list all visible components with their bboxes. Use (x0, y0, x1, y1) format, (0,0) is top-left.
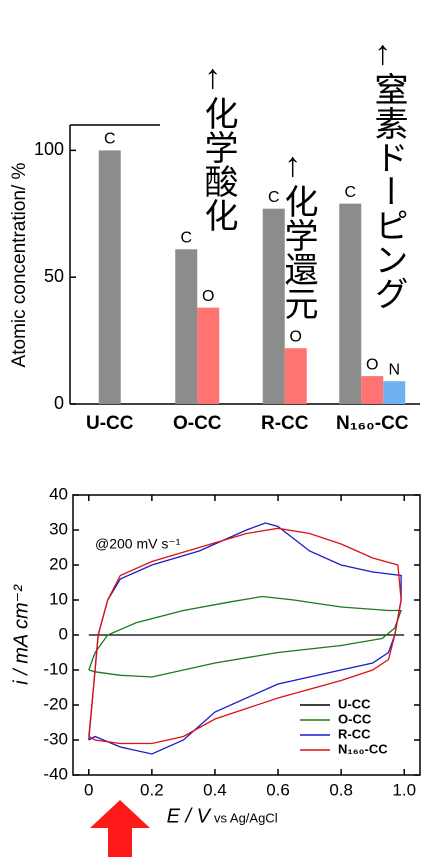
bar-label: C (180, 230, 192, 247)
annotation: @200 mV s⁻¹ (95, 536, 181, 552)
y-tick-label: 40 (49, 484, 68, 503)
bar-label: O (290, 328, 302, 345)
y-tick-label: -40 (43, 764, 68, 783)
legend-label: O-CC (338, 711, 372, 726)
bar (98, 150, 121, 404)
legend-label: U-CC (338, 696, 371, 711)
bar (284, 348, 307, 404)
y-axis-label: i / mA cm⁻² (10, 584, 32, 685)
legend-label: N₁₆₀-CC (338, 741, 388, 756)
bar-label: C (268, 189, 280, 206)
series-line (88, 595, 403, 678)
bar (262, 208, 285, 404)
bar-label: N (388, 361, 400, 378)
y-axis-label: Atomic concentration/ % (9, 162, 30, 367)
y-tick-label: -30 (43, 729, 68, 748)
annotation: ←化学還元 (279, 150, 317, 320)
bar-label: O (202, 288, 214, 305)
y-tick-label: 10 (49, 589, 68, 608)
y-tick-label: -10 (43, 659, 68, 678)
x-axis-label-note: vs Ag/AgCl (214, 810, 278, 825)
bar (175, 249, 198, 404)
y-tick-label: 100 (34, 139, 64, 159)
y-tick-label: 0 (54, 393, 64, 413)
x-tick-label: O-CC (173, 413, 222, 434)
x-tick-label: 0.4 (203, 780, 227, 799)
x-axis-label: E / V (167, 805, 212, 827)
y-tick-label: -20 (43, 694, 68, 713)
series-line (88, 522, 402, 755)
bar (383, 381, 406, 404)
annotation: ←化学酸化 (199, 62, 237, 232)
y-tick-label: 0 (59, 624, 68, 643)
y-tick-label: 30 (49, 519, 68, 538)
arrow (90, 800, 150, 857)
y-tick-label: 20 (49, 554, 68, 573)
annotation: ←窒素ドーピング (369, 38, 407, 310)
bar (361, 376, 384, 404)
x-tick-label: U-CC (86, 413, 134, 434)
x-tick-label: 0.8 (329, 780, 353, 799)
x-tick-label: 0.2 (140, 780, 164, 799)
bar-label: C (104, 131, 116, 148)
x-tick-label: 0 (84, 780, 93, 799)
x-tick-label: 0.6 (266, 780, 290, 799)
x-tick-label: 1.0 (392, 780, 416, 799)
legend-label: R-CC (338, 726, 371, 741)
bar-label: C (344, 184, 356, 201)
x-tick-label: N₁₆₀-CC (336, 413, 409, 434)
series-line (88, 527, 402, 745)
y-tick-label: 50 (44, 266, 64, 286)
bar (339, 203, 362, 404)
bar (197, 307, 220, 404)
bar-label: O (366, 356, 378, 373)
x-tick-label: R-CC (261, 413, 309, 434)
